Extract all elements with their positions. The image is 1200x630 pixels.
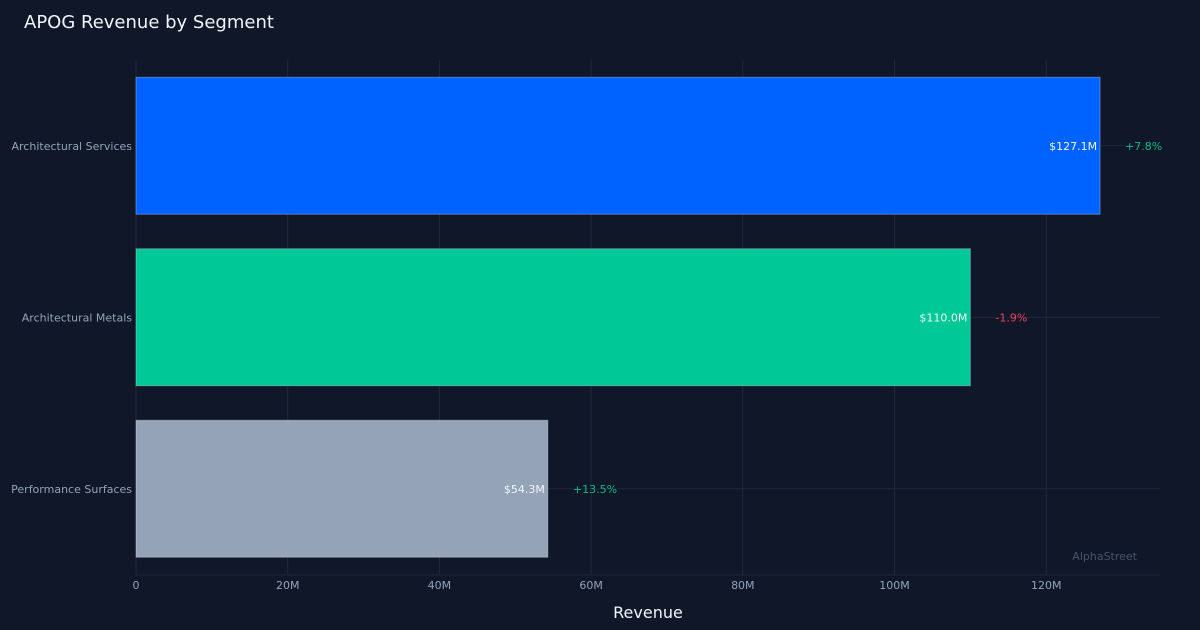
x-tick-label: 80M	[731, 579, 755, 592]
x-axis-title: Revenue	[613, 603, 683, 622]
x-tick-label: 20M	[276, 579, 300, 592]
category-label: Performance Surfaces	[11, 483, 132, 496]
bar-value-label: $110.0M	[919, 311, 967, 324]
bar-change-label: +13.5%	[573, 483, 617, 496]
category-labels: Architectural Services Architectural Meta…	[11, 140, 132, 496]
bar-change-label: +7.8%	[1125, 140, 1162, 153]
bar-value-label: $54.3M	[504, 483, 545, 496]
category-label: Architectural Metals	[22, 311, 132, 324]
bar-value-label: $127.1M	[1049, 140, 1097, 153]
x-tick-label: 40M	[428, 579, 452, 592]
category-label: Architectural Services	[12, 140, 133, 153]
x-axis-ticks: 0 20M 40M 60M 80M 100M 120M	[133, 579, 1062, 592]
bar	[135, 248, 971, 387]
x-tick-label: 100M	[879, 579, 910, 592]
bar-change-label: -1.9%	[995, 311, 1027, 324]
chart-title: APOG Revenue by Segment	[24, 12, 274, 33]
bars-layer: $127.1M +7.8% $110.0M -1.9% $54.3M +13.5%	[135, 76, 1162, 558]
x-tick-label: 120M	[1031, 579, 1062, 592]
bar	[135, 419, 549, 558]
watermark: AlphaStreet	[1072, 550, 1137, 563]
x-tick-label: 0	[133, 579, 140, 592]
bar	[135, 76, 1101, 215]
x-tick-label: 60M	[579, 579, 603, 592]
